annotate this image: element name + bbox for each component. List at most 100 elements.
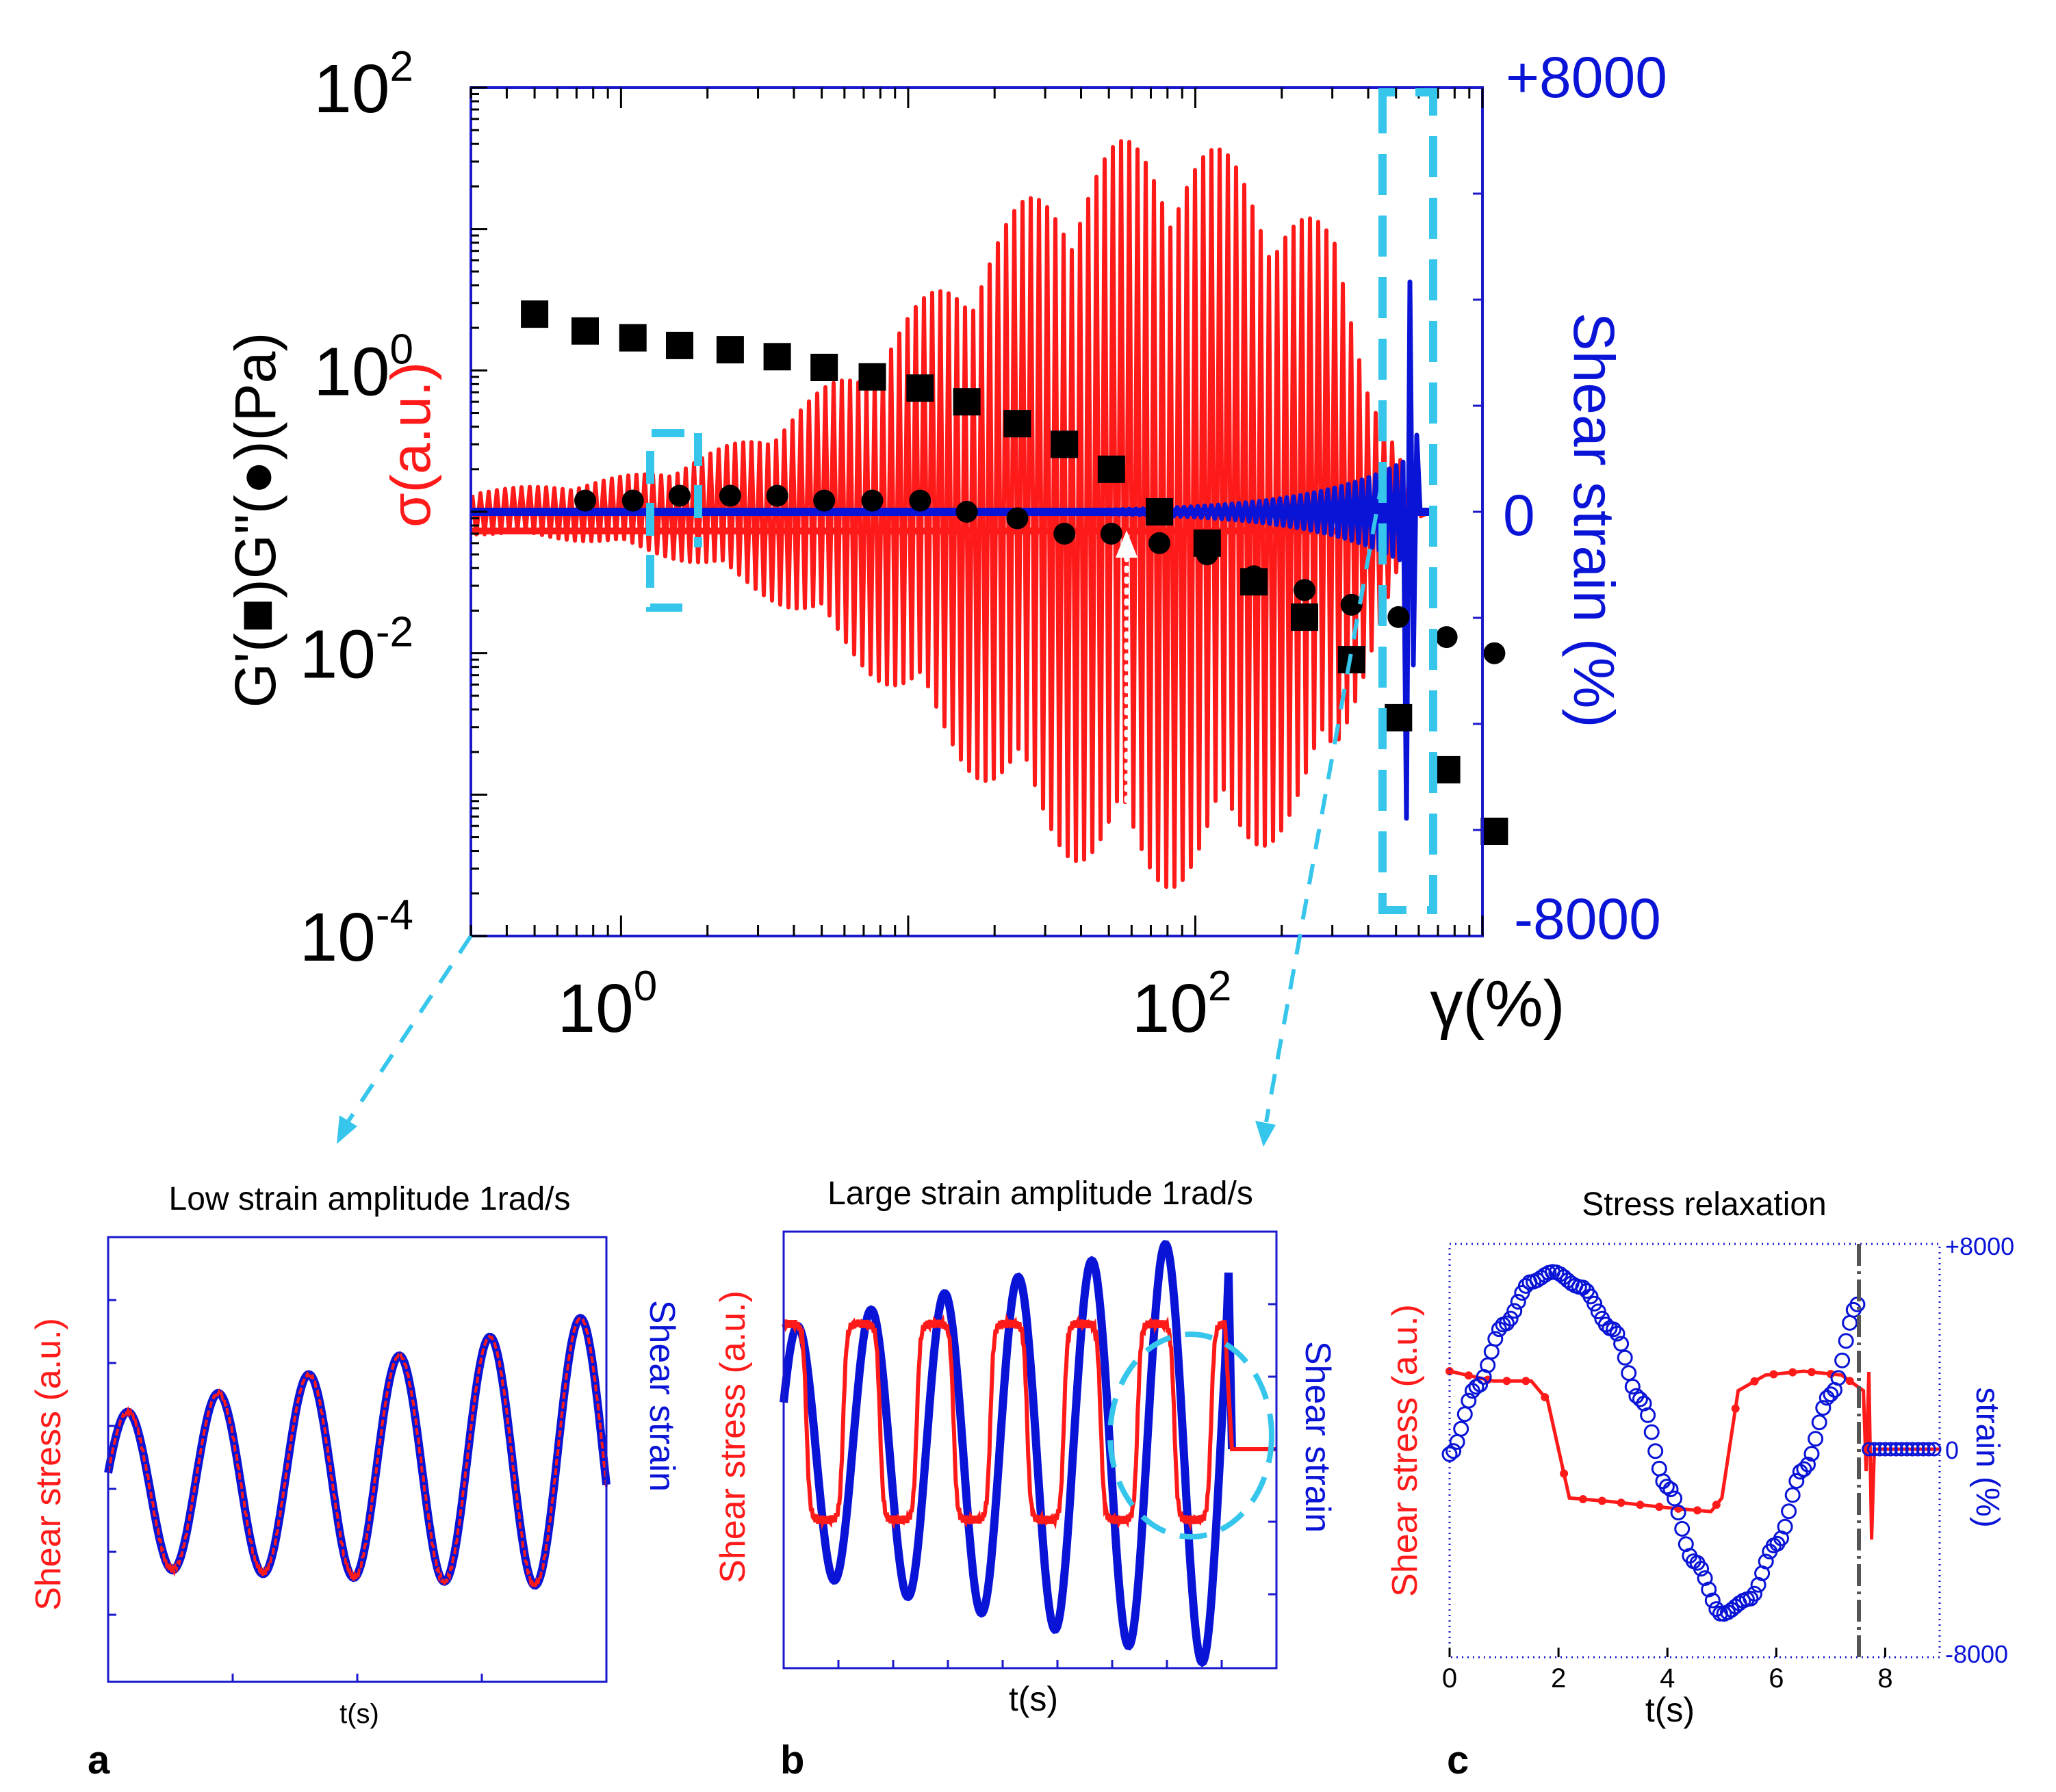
panel-c-y-label: Shear stress (a.u.) bbox=[1385, 1304, 1425, 1597]
panel-c-strain-point bbox=[1747, 1585, 1762, 1602]
panel-c-strain-point bbox=[1487, 1331, 1504, 1347]
panel-c-x-tick-label: 6 bbox=[1769, 1663, 1784, 1693]
panel-a-x-label: t(s) bbox=[339, 1699, 379, 1729]
loss-modulus-point bbox=[574, 489, 596, 512]
panel-c-strain-point bbox=[1499, 1315, 1515, 1332]
y2-tick-label: +8000 bbox=[1506, 45, 1667, 109]
panel-b-stress-line bbox=[782, 1313, 1276, 1531]
panel-c-strain-point bbox=[1784, 1487, 1801, 1503]
loss-modulus-point bbox=[1196, 543, 1218, 566]
panel-c-strain-point bbox=[1658, 1479, 1675, 1495]
panel-c-strain-point bbox=[1609, 1325, 1625, 1342]
x-tick-mantissa: 10 bbox=[558, 970, 634, 1047]
panel-c-strain-point bbox=[1899, 1442, 1914, 1457]
y2-tick-label: 0 bbox=[1503, 483, 1535, 547]
y-tick-mantissa: 10 bbox=[300, 616, 376, 693]
y-tick-mantissa: 10 bbox=[300, 899, 376, 976]
panel-c-stress-point bbox=[1693, 1506, 1701, 1515]
loss-modulus-point bbox=[1053, 523, 1076, 545]
panel-c-strain-point bbox=[1704, 1592, 1721, 1609]
panel-a-frame bbox=[107, 1236, 608, 1683]
panel-c-strain-point bbox=[1823, 1386, 1839, 1403]
panel-c-stress-point bbox=[1769, 1370, 1778, 1379]
loss-modulus-point bbox=[1100, 523, 1122, 545]
panel-a-ticks bbox=[108, 1299, 483, 1682]
panel-c-stress-point bbox=[1750, 1377, 1759, 1386]
panel-b-x-label: t(s) bbox=[1009, 1680, 1058, 1718]
panel-c-stress-point bbox=[1521, 1377, 1530, 1386]
storage-modulus-point bbox=[1291, 603, 1318, 631]
loss-modulus-point bbox=[1340, 593, 1363, 616]
panel-a-y-label: Shear stress (a.u.) bbox=[29, 1318, 68, 1611]
loss-modulus-point bbox=[1387, 606, 1410, 628]
panel-c-strain-point bbox=[1617, 1349, 1633, 1366]
low-strain-box bbox=[646, 429, 697, 612]
panel-c-stress-line bbox=[1449, 1369, 1940, 1540]
panel-c-strain-point bbox=[1483, 1343, 1500, 1360]
panel-c-strain-point bbox=[1743, 1590, 1759, 1607]
panel-c-x-tick-label: 0 bbox=[1442, 1663, 1457, 1693]
y-tick-label: 10-4 bbox=[300, 892, 413, 976]
storage-modulus-point bbox=[1480, 818, 1508, 845]
panel-c-stress-point bbox=[1655, 1503, 1664, 1511]
panel-c-strain-point bbox=[1667, 1490, 1683, 1507]
panel-c-strain-point bbox=[1905, 1442, 1920, 1457]
storage-modulus-point bbox=[1146, 498, 1173, 525]
panel-c-strain-point bbox=[1449, 1433, 1465, 1450]
storage-modulus-point bbox=[1097, 455, 1125, 483]
panel-b-strain-line bbox=[780, 1240, 1236, 1667]
x-tick-label: 102 bbox=[1132, 963, 1232, 1047]
storage-modulus-point bbox=[1051, 430, 1079, 458]
storage-modulus-point bbox=[858, 363, 886, 391]
loss-modulus-point bbox=[909, 489, 931, 512]
panel-b-highlight-ellipse bbox=[1107, 1332, 1274, 1540]
storage-modulus-point bbox=[810, 354, 838, 381]
loss-modulus-series bbox=[574, 484, 1506, 664]
panel-c-y2-tick-labels: +8000 0 -8000 bbox=[1945, 1232, 2014, 1668]
loss-modulus-point bbox=[1435, 626, 1458, 649]
panel-c-strain-point bbox=[1510, 1294, 1526, 1310]
panel-c-stress-point bbox=[1445, 1367, 1454, 1375]
loss-modulus-point bbox=[1006, 507, 1029, 530]
white-arrow-head bbox=[1116, 530, 1138, 558]
panel-c-stress-point bbox=[1845, 1377, 1854, 1386]
panel-c-strain-point bbox=[1674, 1520, 1691, 1537]
loss-modulus-point bbox=[719, 484, 741, 507]
storage-modulus-point bbox=[1385, 703, 1413, 731]
panel-c-strain-point bbox=[1811, 1414, 1827, 1431]
panel-c-title: Stress relaxation bbox=[1582, 1186, 1827, 1223]
loss-modulus-point bbox=[621, 489, 644, 512]
large-strain-box bbox=[1378, 88, 1437, 914]
panel-c-strain-point bbox=[1867, 1442, 1881, 1457]
y-tick-label: 100 bbox=[313, 326, 413, 410]
panel-c-strain-point bbox=[1586, 1295, 1603, 1312]
panel-c-series bbox=[1441, 1264, 1942, 1622]
panel-c-frame bbox=[1448, 1243, 1941, 1659]
panel-c-strain-point bbox=[1838, 1333, 1854, 1349]
panel-c-strain-point bbox=[1894, 1442, 1909, 1457]
panel-c-stress-point bbox=[1712, 1501, 1721, 1509]
panel-c-strain-point bbox=[1910, 1442, 1925, 1457]
panel-c-strain-point bbox=[1883, 1442, 1898, 1457]
main-y-axis-label: G'(■)G"(●)(Pa) bbox=[223, 333, 287, 708]
panel-c-strain-point bbox=[1606, 1321, 1621, 1338]
loss-modulus-point bbox=[813, 489, 836, 512]
panel-b-title: Large strain amplitude 1rad/s bbox=[827, 1176, 1253, 1212]
y-tick-mantissa: 10 bbox=[313, 333, 389, 410]
panel-c-strain-point bbox=[1456, 1406, 1473, 1423]
arrow-to-panel-a bbox=[346, 935, 473, 1124]
panel-c-stress-point bbox=[1597, 1496, 1606, 1505]
y2-tick-label: -8000 bbox=[1514, 887, 1661, 951]
panel-c-strain-point bbox=[1834, 1352, 1851, 1368]
panel-a-series bbox=[104, 1313, 611, 1590]
storage-modulus-point bbox=[1003, 410, 1031, 438]
panel-c-x-label: t(s) bbox=[1645, 1691, 1695, 1729]
arrow-to-panel-b bbox=[1264, 478, 1385, 1123]
panel-c-strain-point bbox=[1575, 1280, 1591, 1296]
arrow-head-a bbox=[337, 1115, 357, 1144]
arrow-head-b bbox=[1255, 1121, 1276, 1147]
panel-c-strain-point bbox=[1624, 1379, 1641, 1394]
